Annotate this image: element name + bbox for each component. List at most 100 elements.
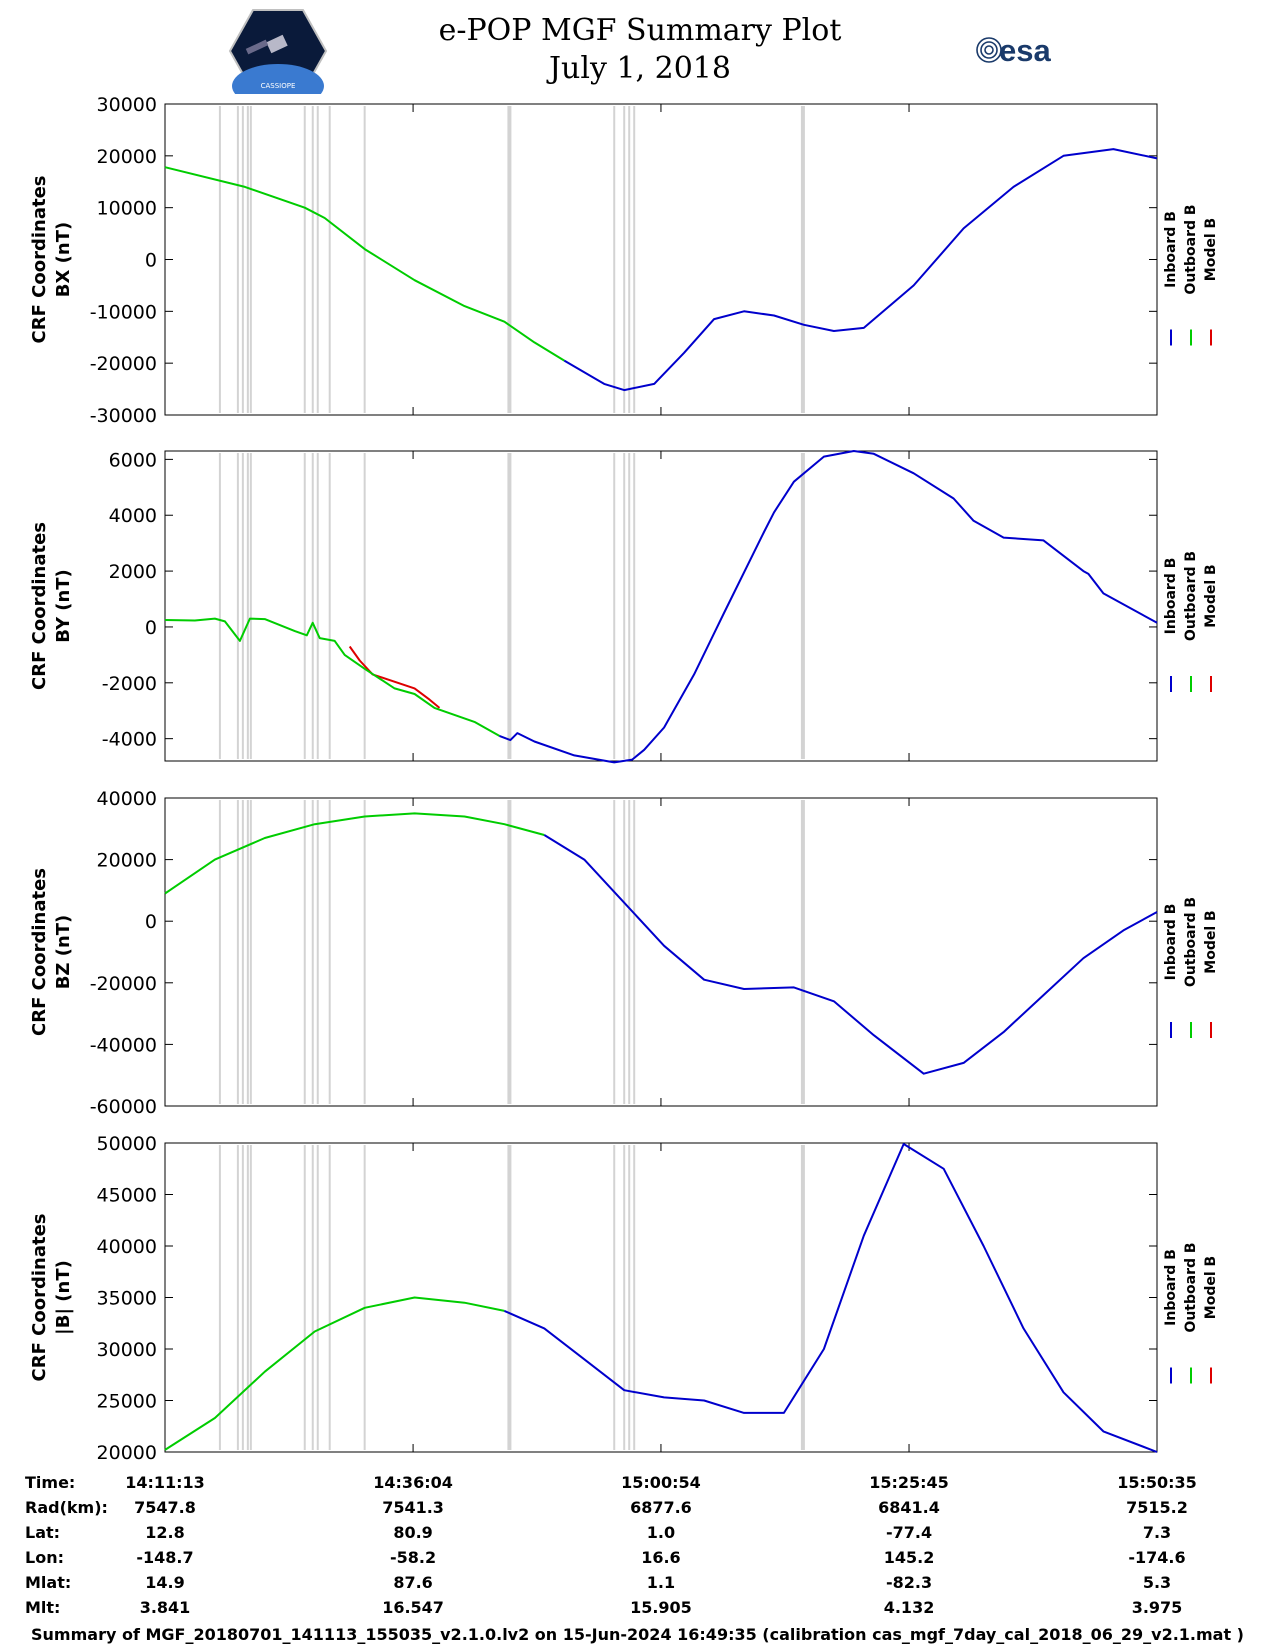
- ephemeris-value: 5.3: [1143, 1573, 1171, 1592]
- ephemeris-value: 6877.6: [630, 1498, 692, 1517]
- ephemeris-value: 14:11:13: [125, 1473, 205, 1492]
- y-tick-label: -30000: [90, 405, 157, 427]
- y-tick-label: -4000: [102, 729, 157, 751]
- y-tick-label: 30000: [97, 1339, 157, 1361]
- y-tick-label: 0: [145, 911, 157, 933]
- outboard-b-line: [164, 617, 500, 737]
- ephemeris-value: 3.841: [140, 1598, 191, 1617]
- inboard-b-line: [543, 834, 1158, 1075]
- y-tick-label: 2000: [109, 561, 157, 583]
- ephemeris-value: 15:50:35: [1117, 1473, 1197, 1492]
- y-tick-label: -20000: [90, 973, 157, 995]
- ephemeris-value: 14:36:04: [373, 1473, 453, 1492]
- esa-logo-text: esa: [999, 33, 1051, 68]
- legend-label: Outboard B: [1183, 551, 1199, 641]
- panel-1: 6000 4000 2000 0 -2000 -4000 CRF Coordinates BY…: [29, 449, 1219, 764]
- y-tick-label: 10000: [97, 198, 157, 220]
- y-tick-label: 40000: [97, 788, 157, 810]
- y-axis-label-line1: CRF Coordinates: [29, 868, 50, 1036]
- panel-3: 50000 45000 40000 35000 30000 25000 20000 CRF C…: [29, 1133, 1219, 1464]
- panel-0: 30000 20000 10000 0 -10000 -20000 -30000 CRF Co…: [29, 94, 1219, 427]
- esa-swirl-icon: [976, 37, 1002, 63]
- ephemeris-value: 16.547: [382, 1598, 444, 1617]
- ephemeris-label: Mlt:: [25, 1598, 60, 1617]
- plot-title: e-POP MGF Summary Plot July 1, 2018: [400, 12, 880, 88]
- legend-label: Inboard B: [1163, 558, 1179, 635]
- y-tick-label: 30000: [97, 94, 157, 116]
- esa-logo: esa: [976, 33, 1051, 68]
- ephemeris-value: -77.4: [886, 1523, 932, 1542]
- plot-title-line2: July 1, 2018: [549, 51, 731, 86]
- ephemeris-value: 80.9: [393, 1523, 432, 1542]
- y-axis-label-line1: CRF Coordinates: [29, 1214, 50, 1382]
- footer-summary: Summary of MGF_20180701_141113_155035_v2…: [31, 1625, 1244, 1644]
- y-axis-label-line1: CRF Coordinates: [29, 176, 50, 344]
- legend-label: Inboard B: [1163, 904, 1179, 981]
- ephemeris-label: Rad(km):: [25, 1498, 108, 1517]
- y-axis-label-line2: BZ (nT): [53, 915, 74, 990]
- y-axis-label-line2: BY (nT): [53, 569, 74, 643]
- y-tick-label: 0: [145, 250, 157, 272]
- ephemeris-value: -82.3: [886, 1573, 932, 1592]
- y-tick-label: -40000: [90, 1034, 157, 1056]
- outboard-b-line: [164, 812, 545, 895]
- plot-frame: [164, 797, 1158, 1107]
- y-tick-label: 6000: [109, 449, 157, 471]
- ephemeris-value: 1.1: [647, 1573, 675, 1592]
- ephemeris-value: 4.132: [884, 1598, 935, 1617]
- ephemeris-value: 15.905: [630, 1598, 692, 1617]
- outboard-b-line: [164, 1296, 505, 1451]
- panel-2: 40000 20000 0 -20000 -40000 -60000 CRF Coordin…: [29, 788, 1219, 1118]
- ephemeris-value: 145.2: [884, 1548, 935, 1567]
- ephemeris-value: 14.9: [145, 1573, 184, 1592]
- ephemeris-value: 1.0: [647, 1523, 675, 1542]
- logo-earth: [232, 64, 324, 94]
- y-tick-label: 20000: [97, 146, 157, 168]
- y-tick-label: 45000: [97, 1185, 157, 1207]
- logo-satellite: [266, 34, 288, 54]
- ephemeris-value: 15:25:45: [869, 1473, 949, 1492]
- y-tick-label: 40000: [97, 1236, 157, 1258]
- plot-title-line1: e-POP MGF Summary Plot: [438, 13, 842, 48]
- ephemeris-value: 16.6: [641, 1548, 680, 1567]
- ephemeris-value: -58.2: [390, 1548, 436, 1567]
- y-tick-label: 4000: [109, 505, 157, 527]
- ephemeris-value: 7541.3: [382, 1498, 444, 1517]
- ephemeris-value: 7547.8: [134, 1498, 196, 1517]
- y-tick-label: 20000: [97, 850, 157, 872]
- ephemeris-value: -174.6: [1128, 1548, 1185, 1567]
- y-tick-label: 20000: [97, 1442, 157, 1464]
- legend-label: Model B: [1203, 218, 1219, 281]
- ephemeris-value: 3.975: [1132, 1598, 1183, 1617]
- plot-frame: [164, 103, 1158, 416]
- plot-frame: [164, 450, 1158, 762]
- outboard-b-line: [164, 166, 565, 362]
- logo-solar-panel: [245, 39, 269, 55]
- legend-label: Outboard B: [1183, 204, 1199, 294]
- logo-text: CASSIOPE: [261, 82, 296, 90]
- y-axis-label: CRF Coordinates |B| (nT): [29, 1214, 74, 1382]
- y-tick-label: 0: [145, 617, 157, 639]
- y-tick-label: -10000: [90, 301, 157, 323]
- legend-label: Outboard B: [1183, 897, 1199, 987]
- y-axis-label-line2: |B| (nT): [53, 1260, 74, 1335]
- ephemeris-value: 87.6: [393, 1573, 432, 1592]
- ephemeris-label: Time:: [25, 1473, 75, 1492]
- ephemeris-value: 7515.2: [1126, 1498, 1188, 1517]
- model-b-line: [348, 645, 441, 709]
- y-tick-label: 50000: [97, 1133, 157, 1155]
- ephemeris-value: 7.3: [1143, 1523, 1171, 1542]
- legend-label: Inboard B: [1163, 1249, 1179, 1326]
- y-axis-label: CRF Coordinates BX (nT): [29, 176, 74, 344]
- y-tick-label: 35000: [97, 1288, 157, 1310]
- y-tick-label: -2000: [102, 673, 157, 695]
- ephemeris-value: 15:00:54: [621, 1473, 701, 1492]
- y-tick-label: 25000: [97, 1391, 157, 1413]
- legend-label: Model B: [1203, 1256, 1219, 1319]
- legend-label: Model B: [1203, 564, 1219, 627]
- inboard-b-line: [499, 450, 1158, 764]
- cassiope-mission-logo: CASSIOPE: [228, 9, 328, 94]
- ephemeris-value: -148.7: [136, 1548, 193, 1567]
- ephemeris-label: Mlat:: [25, 1573, 71, 1592]
